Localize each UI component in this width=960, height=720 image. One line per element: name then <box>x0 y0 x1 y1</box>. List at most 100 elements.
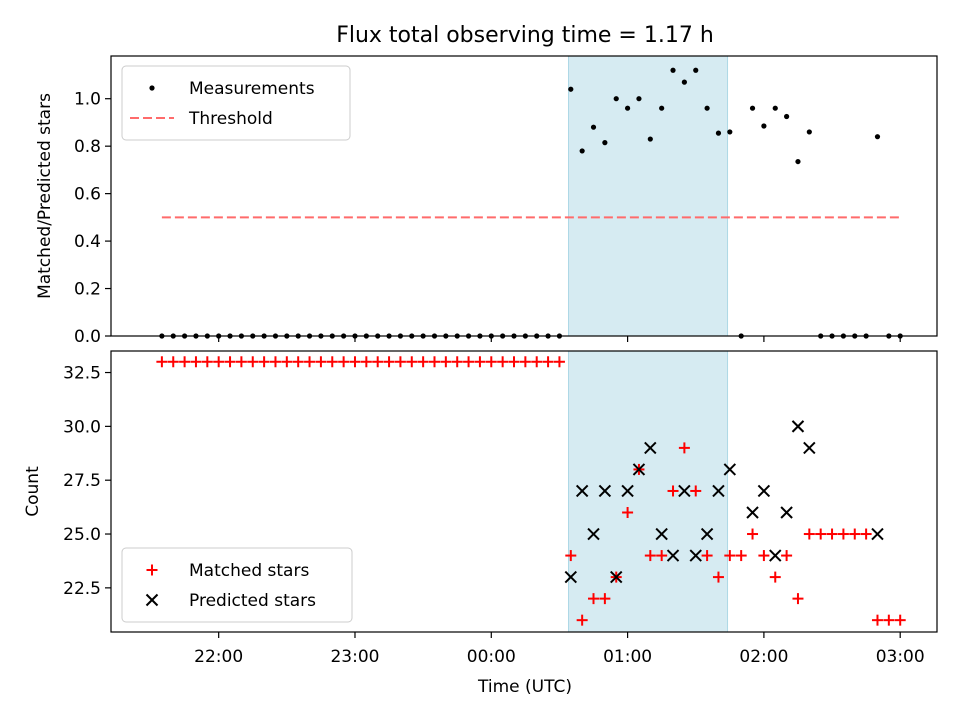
measurement-point <box>636 96 642 102</box>
measurement-point <box>715 130 722 136</box>
y-tick-label: 25.0 <box>63 525 101 545</box>
measurement-point <box>624 105 631 111</box>
x-axis-label: Time (UTC) <box>477 677 572 697</box>
predicted-star-point <box>678 484 691 498</box>
matched-star-point <box>451 356 463 368</box>
matched-star-point <box>542 356 554 368</box>
measurement-point <box>749 105 756 111</box>
measurement-point <box>602 140 608 146</box>
measurement-point <box>761 123 767 129</box>
matched-star-point <box>883 614 895 626</box>
matched-star-point <box>269 356 281 368</box>
measurement-point <box>670 67 676 73</box>
matched-star-point <box>463 356 475 368</box>
legend-box <box>121 65 351 141</box>
matched-star-point <box>712 571 724 583</box>
matched-star-point <box>201 356 213 368</box>
matched-star-point <box>417 356 429 368</box>
matched-star-point <box>474 356 486 368</box>
matched-star-point <box>190 356 202 368</box>
y-tick-label: 32.5 <box>63 364 101 384</box>
matched-star-point <box>224 356 236 368</box>
measurement-point <box>568 86 574 92</box>
y-tick-label: 0.2 <box>74 280 101 300</box>
matched-star-point <box>519 356 531 368</box>
matched-star-point <box>724 550 736 562</box>
measurement-point <box>727 129 733 135</box>
matched-star-point <box>735 550 747 562</box>
predicted-star-point <box>871 527 884 541</box>
y-tick-label: 0.6 <box>74 185 101 205</box>
matched-star-point <box>281 356 293 368</box>
measurement-point <box>590 124 597 130</box>
legend-label: Threshold <box>188 109 273 129</box>
matched-star-point <box>849 528 861 540</box>
matched-star-point <box>678 442 690 454</box>
predicted-star-point <box>632 463 646 476</box>
matched-star-point <box>383 356 395 368</box>
matched-star-point <box>349 356 361 368</box>
predicted-star-point <box>746 506 759 519</box>
matched-star-point <box>394 356 406 368</box>
matched-star-point <box>701 550 713 562</box>
matched-star-point <box>179 356 191 368</box>
matched-star-point <box>497 356 509 368</box>
matched-star-point <box>247 356 259 368</box>
legend: Measurements Threshold <box>121 65 351 141</box>
matched-star-point <box>588 593 600 605</box>
matched-star-point <box>837 528 849 540</box>
y-tick-label: 27.5 <box>63 471 101 491</box>
predicted-star-point <box>610 570 623 584</box>
measurement-point <box>613 96 619 102</box>
predicted-star-point <box>712 484 725 498</box>
matched-star-point <box>769 571 781 583</box>
predicted-star-point <box>564 570 578 584</box>
legend-marker <box>149 85 155 91</box>
x-tick-label: 03:00 <box>876 647 925 667</box>
matched-star-point <box>360 356 372 368</box>
predicted-star-point <box>769 549 782 562</box>
matched-star-point <box>235 356 247 368</box>
measurement-point <box>874 134 881 140</box>
y-tick-label: 22.5 <box>63 579 101 599</box>
legend-label: Predicted stars <box>189 591 316 611</box>
matched-star-point <box>565 550 577 562</box>
y-axis-label: Count <box>23 466 43 517</box>
legend-label: Matched stars <box>189 561 309 581</box>
x-tick-label: 01:00 <box>603 647 652 667</box>
observing-span <box>568 55 729 337</box>
predicted-star-point <box>666 549 680 562</box>
measurement-point <box>659 105 665 111</box>
matched-star-point <box>304 356 316 368</box>
predicted-star-point <box>644 441 657 455</box>
measurement-point <box>784 113 790 120</box>
y-tick-label: 0.4 <box>74 232 101 252</box>
top-panel: 0.0 0.2 0.4 0.6 0.8 1.0 Matched/Predicted star… <box>35 55 938 347</box>
matched-star-point <box>485 356 497 368</box>
measurement-point <box>795 158 801 165</box>
x-tick-label: 22:00 <box>194 647 243 667</box>
matched-star-point <box>576 614 588 626</box>
matched-star-point <box>644 550 656 562</box>
legend-box <box>121 547 353 623</box>
matched-star-point <box>258 356 270 368</box>
predicted-star-point <box>655 527 668 541</box>
measurement-point <box>579 148 585 154</box>
matched-star-point <box>326 356 338 368</box>
axes-frame <box>110 55 938 337</box>
matched-star-point <box>690 485 702 497</box>
matched-star-point <box>338 356 350 368</box>
measurement-point <box>647 136 653 142</box>
matched-star-point <box>553 356 565 368</box>
observing-span <box>568 350 729 633</box>
axes-frame <box>110 350 938 633</box>
predicted-star-point <box>598 484 612 498</box>
y-tick-label: 30.0 <box>63 417 101 437</box>
legend-label: Measurements <box>189 79 315 99</box>
predicted-star-point <box>700 527 714 541</box>
y-tick-label: 1.0 <box>74 90 101 110</box>
matched-star-point <box>428 356 440 368</box>
chart-title: Flux total observing time = 1.17 h <box>336 23 714 48</box>
matched-star-point <box>167 356 179 368</box>
